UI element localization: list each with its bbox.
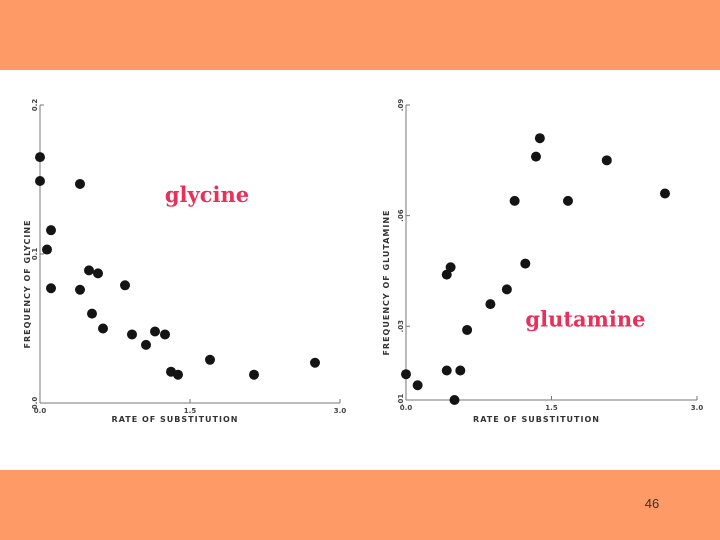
y-tick-label: .06: [397, 209, 405, 222]
data-point: [42, 244, 52, 255]
data-point: [75, 178, 85, 189]
footer-band: [0, 470, 720, 540]
data-point: [485, 299, 496, 310]
data-point: [84, 265, 94, 276]
charts-figure: 0.0 1.5 3.0 0.0 0.1 0.2 RATE OF SUBSTITUTION FR…: [23, 99, 703, 424]
data-point: [401, 369, 411, 380]
scatter-chart-glutamine: 0.0 1.5 3.0 .01 .03 .06 .09 RATE OF SUBSTITUTIO…: [382, 99, 703, 424]
data-point: [160, 329, 170, 340]
data-point: [441, 365, 452, 376]
data-point: [310, 357, 320, 368]
x-tick-label: 3.0: [334, 407, 347, 415]
data-point: [93, 268, 103, 279]
y-tick-label: 0.0: [31, 397, 39, 410]
data-point: [412, 380, 423, 391]
data-point: [127, 329, 137, 340]
data-point: [120, 280, 130, 291]
y-tick-label: .01: [397, 394, 405, 407]
data-point: [455, 365, 466, 376]
y-axis-label: FREQUENCY OF GLYCINE: [23, 220, 32, 349]
data-point: [659, 188, 670, 199]
data-point: [520, 258, 531, 269]
y-axis-label: FREQUENCY OF GLUTAMINE: [382, 209, 391, 355]
data-point: [75, 284, 85, 295]
y-tick-label: 0.2: [31, 99, 39, 112]
y-tick-label: 0.1: [31, 248, 39, 261]
chart-label-glycine: glycine: [165, 182, 249, 207]
y-tick-label: .09: [397, 99, 405, 112]
data-point: [35, 152, 45, 163]
header-band: [0, 0, 720, 70]
data-point: [534, 133, 545, 144]
data-point: [501, 284, 512, 295]
x-tick-label: 0.0: [34, 407, 47, 415]
x-tick-label: 3.0: [691, 404, 704, 412]
data-point: [601, 155, 612, 166]
data-point: [98, 323, 108, 334]
x-tick-label: 1.5: [545, 404, 558, 412]
data-point: [445, 262, 456, 273]
page-number: 46: [644, 496, 660, 511]
data-point: [150, 326, 160, 337]
data-point: [449, 395, 460, 405]
x-axis-label: RATE OF SUBSTITUTION: [112, 415, 239, 424]
data-point: [530, 151, 541, 162]
chart-label-glutamine: glutamine: [525, 306, 645, 331]
data-point: [173, 369, 183, 380]
data-point: [141, 339, 151, 350]
data-point: [562, 195, 573, 206]
data-point: [46, 225, 56, 236]
data-point: [441, 269, 452, 280]
x-axis-label: RATE OF SUBSTITUTION: [473, 415, 600, 424]
x-tick-label: 0.0: [400, 404, 413, 412]
data-point: [46, 283, 56, 294]
data-point: [35, 175, 45, 186]
data-point: [87, 308, 97, 319]
x-tick-label: 1.5: [184, 407, 197, 415]
data-point: [205, 354, 215, 365]
data-point: [249, 369, 259, 380]
scatter-chart-glycine: 0.0 1.5 3.0 0.0 0.1 0.2 RATE OF SUBSTITUTION FR…: [23, 99, 346, 424]
data-point: [462, 324, 473, 335]
y-tick-label: .03: [397, 320, 405, 333]
data-point: [509, 195, 520, 206]
